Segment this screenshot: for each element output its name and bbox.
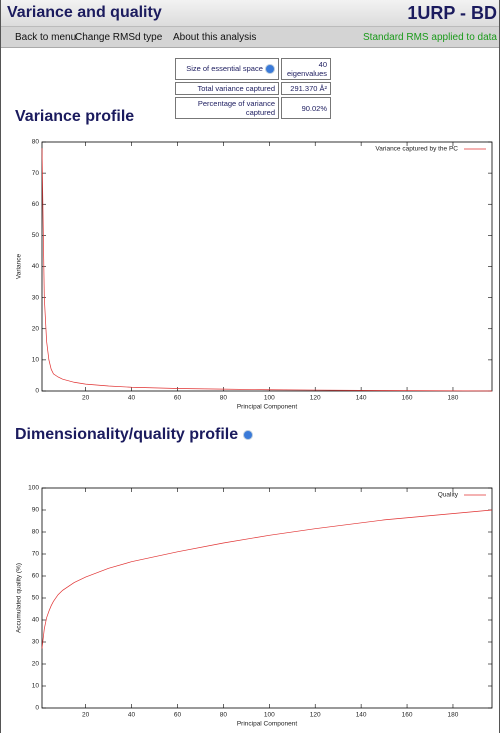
y-tick-label: 60 [32, 573, 40, 580]
y-axis-label: Variance [16, 254, 23, 280]
summary-label: Percentage of variance captured [175, 97, 279, 119]
summary-row: Total variance captured 291.370 Å² [175, 82, 331, 95]
legend-label: Quality [438, 492, 459, 499]
section-heading: Dimensionality/quality profile [15, 426, 253, 444]
nav-link[interactable]: Change RMSd type [75, 32, 163, 43]
y-tick-label: 20 [32, 661, 40, 668]
y-tick-label: 60 [32, 201, 40, 208]
x-tick-label: 140 [356, 712, 367, 719]
data-line [41, 148, 493, 392]
summary-value: 40 eigenvalues [281, 58, 331, 80]
page-title: Variance and quality [7, 4, 162, 21]
x-tick-label: 180 [448, 712, 459, 719]
y-tick-label: 40 [32, 263, 40, 270]
x-tick-label: 100 [264, 395, 275, 402]
x-tick-label: 120 [310, 712, 321, 719]
y-tick-label: 50 [32, 595, 40, 602]
summary-label: Size of essential space [175, 58, 279, 80]
y-tick-label: 100 [28, 485, 39, 492]
x-tick-label: 80 [220, 395, 228, 402]
section-heading: Variance profile [15, 108, 135, 125]
header: Variance and quality 1URP - BD [1, 0, 499, 27]
x-tick-label: 40 [128, 712, 136, 719]
x-tick-label: 100 [264, 712, 275, 719]
x-axis-label: Principal Component [237, 404, 298, 411]
y-tick-label: 10 [32, 683, 40, 690]
x-tick-label: 20 [82, 395, 90, 402]
summary-table: Size of essential space 40 eigenvalues T… [173, 56, 333, 121]
help-icon[interactable] [242, 429, 253, 440]
y-tick-label: 30 [32, 294, 40, 301]
y-tick-label: 40 [32, 617, 40, 624]
plot-area [41, 487, 493, 709]
y-axis-label: Accumulated quality (%) [16, 563, 23, 633]
nav-bar: Back to menu Change RMSd type About this… [1, 27, 499, 48]
y-tick-label: 0 [35, 705, 39, 712]
variance-chart: 0 10 20 30 40 50 60 70 80 20 40 60 80 100 120 140 160 180… [16, 139, 493, 411]
summary-row: Size of essential space 40 eigenvalues [175, 58, 331, 80]
summary-value: 90.02% [281, 97, 331, 119]
x-tick-label: 60 [174, 395, 182, 402]
quality-chart: 0 10 20 30 40 50 60 70 80 90 100 20 40 60 80 100 120 140 1… [16, 485, 493, 728]
y-tick-label: 70 [32, 551, 40, 558]
x-tick-label: 180 [448, 395, 459, 402]
summary-value: 291.370 Å² [281, 82, 331, 95]
label-text: Size of essential space [186, 63, 263, 73]
y-tick-label: 50 [32, 232, 40, 239]
y-tick-label: 90 [32, 507, 40, 514]
plot-area [41, 141, 493, 392]
y-tick-label: 10 [32, 357, 40, 364]
y-tick-label: 30 [32, 639, 40, 646]
data-line [41, 509, 493, 649]
y-tick-label: 20 [32, 325, 40, 332]
structure-id: 1URP - BD [407, 3, 497, 23]
x-axis-label: Principal Component [237, 721, 298, 728]
help-icon[interactable] [265, 64, 275, 74]
y-tick-label: 0 [35, 388, 39, 395]
x-tick-label: 80 [220, 712, 228, 719]
nav-link[interactable]: Back to menu [15, 32, 77, 43]
summary-row: Percentage of variance captured 90.02% [175, 97, 331, 119]
heading-text: Dimensionality/quality profile [15, 426, 239, 443]
legend-label: Variance captured by the PC [375, 146, 458, 153]
x-tick-label: 40 [128, 395, 136, 402]
y-tick-label: 80 [32, 529, 40, 536]
x-tick-label: 140 [356, 395, 367, 402]
y-tick-label: 70 [32, 170, 40, 177]
x-tick-label: 160 [402, 712, 413, 719]
x-tick-label: 160 [402, 395, 413, 402]
x-tick-label: 120 [310, 395, 321, 402]
nav-link[interactable]: About this analysis [173, 32, 257, 43]
summary-label: Total variance captured [175, 82, 279, 95]
nav-status: Standard RMS applied to data [363, 32, 497, 43]
y-tick-label: 80 [32, 139, 40, 146]
x-tick-label: 20 [82, 712, 90, 719]
x-tick-label: 60 [174, 712, 182, 719]
